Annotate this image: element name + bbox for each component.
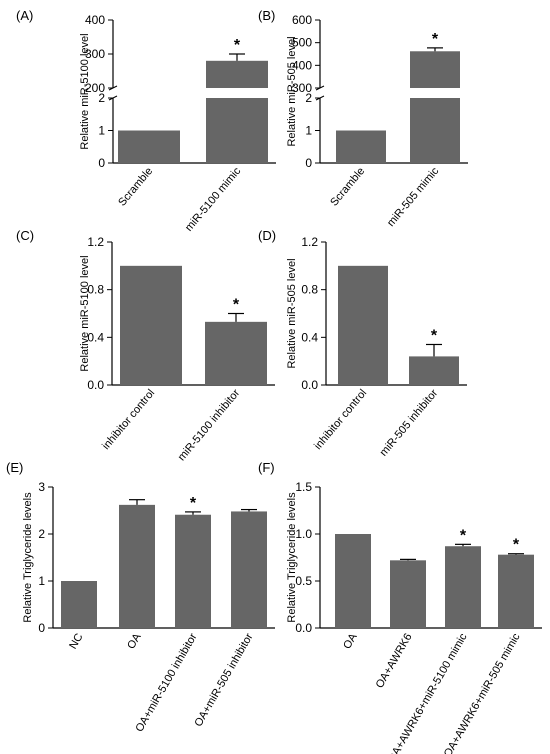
x-tick-label: OA <box>125 631 144 651</box>
x-tick-label: OA+miR-505 inhibitor <box>192 631 255 729</box>
y-tick-label: 1.2 <box>301 235 318 249</box>
y-tick-label: 0 <box>98 156 105 170</box>
y-tick-label: 400 <box>292 58 312 72</box>
bar <box>206 98 268 163</box>
y-tick-label: 400 <box>85 13 105 27</box>
x-tick-label: Scramble <box>116 165 155 208</box>
y-tick-label: 0.0 <box>295 621 312 635</box>
bar <box>119 504 155 628</box>
bar <box>120 265 182 385</box>
bar <box>231 511 267 628</box>
y-axis-label: Relative miR-5100 level <box>79 33 91 149</box>
significance-marker: * <box>190 495 197 512</box>
significance-marker: * <box>234 37 241 54</box>
y-axis-label: Relative miR-5100 level <box>79 255 91 371</box>
chart-panel-2: (C) Relative miR-5100 level 0.0 0.4 0.8 1.2 in… <box>16 228 275 463</box>
y-tick-label: 0 <box>305 156 312 170</box>
significance-marker: * <box>460 527 467 544</box>
significance-marker: * <box>431 327 438 344</box>
y-tick-label: 0.0 <box>87 378 104 392</box>
y-tick-label: 0.4 <box>87 330 104 344</box>
y-tick-label: 2 <box>38 527 45 541</box>
y-tick-label: 300 <box>85 47 105 61</box>
y-tick-label: 0.8 <box>87 283 104 297</box>
x-tick-label: Scramble <box>328 165 367 208</box>
y-tick-label: 3 <box>38 480 45 494</box>
bar <box>409 356 459 385</box>
panel-label: (B) <box>258 8 275 23</box>
y-tick-label: 2 <box>305 91 312 105</box>
y-tick-label: 200 <box>85 81 105 95</box>
bar <box>175 514 211 628</box>
bar <box>498 554 534 628</box>
y-tick-label: 1.2 <box>87 235 104 249</box>
y-tick-label: 0.5 <box>295 574 312 588</box>
panel-label: (E) <box>6 460 23 475</box>
bar-upper-segment <box>410 51 460 88</box>
x-tick-label: inhibitor control <box>312 387 369 452</box>
x-tick-label: OA+AWRK6 <box>374 632 415 691</box>
panel-label: (C) <box>16 228 34 243</box>
y-tick-label: 2 <box>98 91 105 105</box>
bar <box>410 98 460 163</box>
y-axis-label: Relative Triglyceride levels <box>22 492 34 623</box>
panel-label: (A) <box>16 8 33 23</box>
bar-upper-segment <box>206 60 268 88</box>
panel-label: (D) <box>258 228 276 243</box>
y-tick-label: 1 <box>38 574 45 588</box>
x-tick-label: OA <box>341 631 360 651</box>
x-tick-label: miR-505 inhibitor <box>378 387 441 459</box>
y-tick-label: 1 <box>98 124 105 138</box>
y-tick-label: 1.0 <box>295 527 312 541</box>
y-tick-label: 0.4 <box>301 330 318 344</box>
x-tick-label: NC <box>67 631 85 651</box>
bar <box>445 546 481 628</box>
y-axis-label: Relative Triglyceride levels <box>286 492 298 623</box>
y-tick-label: 300 <box>292 81 312 95</box>
y-tick-label: 1.5 <box>295 480 312 494</box>
bar <box>390 560 426 628</box>
y-axis-label: Relative miR-505 level <box>286 36 298 146</box>
y-tick-label: 500 <box>292 36 312 50</box>
x-tick-label: miR-5100 mimic <box>183 165 244 234</box>
y-tick-label: 1 <box>305 124 312 138</box>
bar <box>335 534 371 628</box>
bar <box>61 581 97 628</box>
panel-label: (F) <box>258 460 275 475</box>
bar <box>336 130 386 163</box>
y-tick-label: 0.8 <box>301 283 318 297</box>
bar <box>118 130 180 163</box>
x-tick-label: inhibitor control <box>100 387 157 452</box>
y-axis-label: Relative miR-505 level <box>286 258 298 368</box>
y-tick-label: 0 <box>38 621 45 635</box>
x-tick-label: miR-505 mimic <box>385 165 442 229</box>
significance-marker: * <box>233 297 240 314</box>
y-tick-label: 600 <box>292 13 312 27</box>
y-tick-label: 0.0 <box>301 378 318 392</box>
chart-panel-4: (E) Relative Triglyceride levels 0 1 2 3 NC OA *… <box>6 460 275 734</box>
significance-marker: * <box>513 537 520 554</box>
bar <box>338 265 388 385</box>
x-tick-label: OA+miR-5100 inhibitor <box>133 631 199 734</box>
x-tick-label: miR-5100 inhibitor <box>176 387 243 463</box>
bar <box>205 321 267 385</box>
significance-marker: * <box>432 31 439 48</box>
